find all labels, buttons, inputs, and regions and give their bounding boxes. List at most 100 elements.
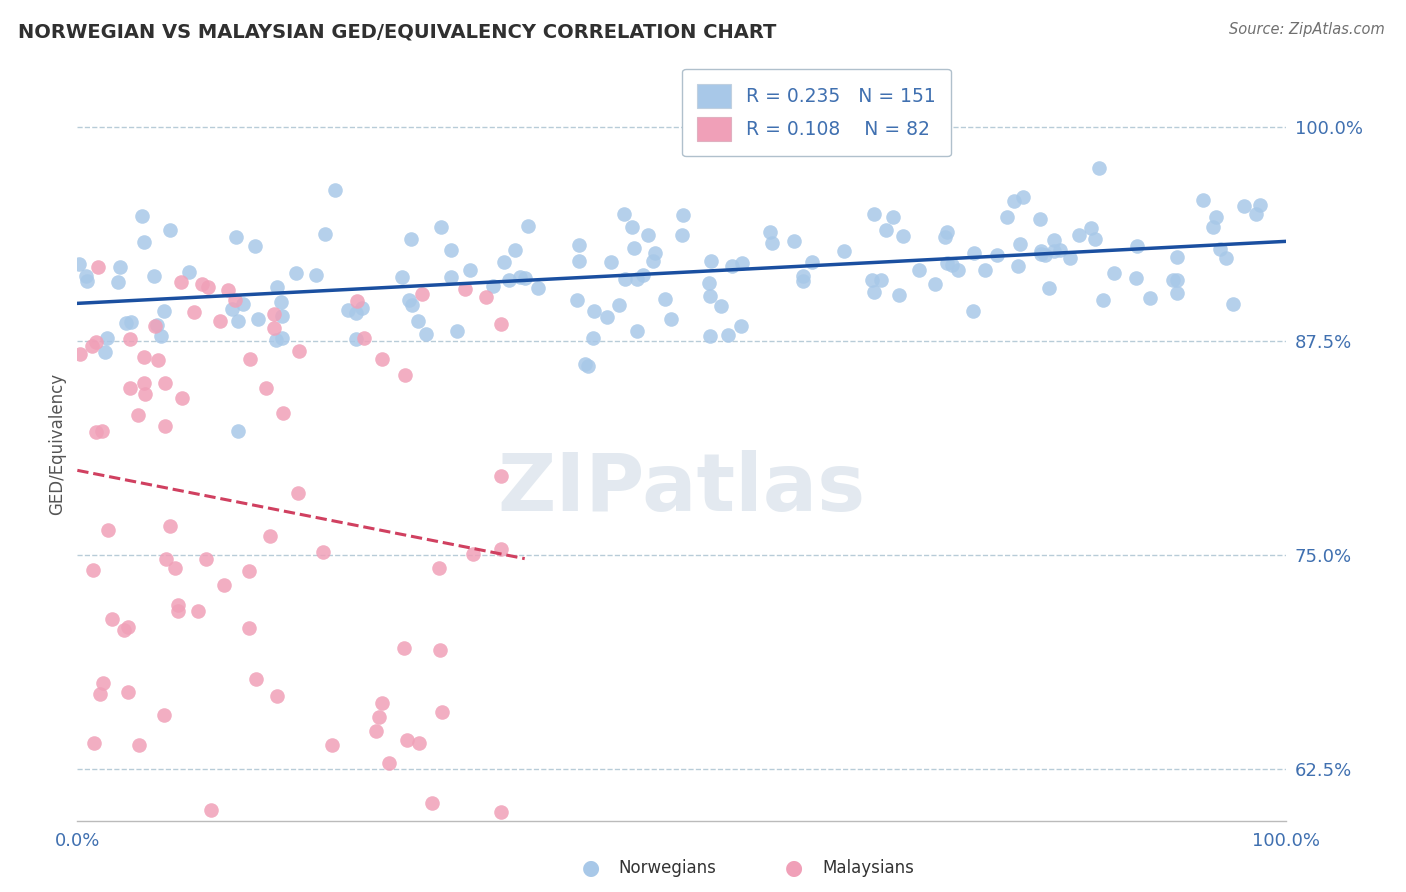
Point <box>325 183 347 197</box>
Point <box>391 270 413 285</box>
Point <box>1049 244 1071 258</box>
Point <box>1043 244 1066 258</box>
Point <box>270 310 292 324</box>
Point <box>226 424 249 438</box>
Point <box>155 551 177 566</box>
Point <box>1029 247 1052 261</box>
Point <box>440 269 463 284</box>
Point <box>863 285 886 300</box>
Point <box>190 277 212 291</box>
Point <box>394 368 416 382</box>
Point <box>312 545 335 559</box>
Point <box>710 299 733 313</box>
Point <box>792 268 814 283</box>
Point <box>870 273 893 287</box>
Point <box>101 612 124 626</box>
Point <box>398 293 420 307</box>
Point <box>177 265 200 279</box>
Point <box>568 238 591 252</box>
Point <box>1163 273 1185 287</box>
Point <box>238 621 260 635</box>
Legend: R = 0.235   N = 151, R = 0.108    N = 82: R = 0.235 N = 151, R = 0.108 N = 82 <box>682 69 950 156</box>
Point <box>366 724 388 739</box>
Point <box>76 274 98 288</box>
Point <box>623 240 645 254</box>
Point <box>1067 228 1090 243</box>
Point <box>527 281 550 295</box>
Point <box>973 262 995 277</box>
Point <box>637 227 659 242</box>
Point <box>489 805 512 819</box>
Point <box>516 219 538 233</box>
Point <box>107 275 129 289</box>
Point <box>83 736 105 750</box>
Point <box>1126 238 1149 252</box>
Point <box>146 353 169 368</box>
Point <box>995 210 1018 224</box>
Point <box>1249 198 1271 212</box>
Point <box>115 316 138 330</box>
Point <box>120 380 142 394</box>
Point <box>489 469 512 483</box>
Text: NORWEGIAN VS MALAYSIAN GED/EQUIVALENCY CORRELATION CHART: NORWEGIAN VS MALAYSIAN GED/EQUIVALENCY C… <box>18 22 776 41</box>
Point <box>613 207 636 221</box>
Point <box>440 243 463 257</box>
Point <box>1246 207 1268 221</box>
Point <box>266 334 288 348</box>
Point <box>415 327 437 342</box>
Point <box>120 315 142 329</box>
Point <box>183 305 205 319</box>
Point <box>1205 210 1227 224</box>
Point <box>228 314 250 328</box>
Point <box>247 312 270 326</box>
Point <box>1010 237 1032 252</box>
Point <box>699 329 721 343</box>
Point <box>271 331 294 345</box>
Point <box>221 301 243 316</box>
Point <box>672 208 695 222</box>
Point <box>82 563 104 577</box>
Point <box>128 738 150 752</box>
Point <box>170 391 193 405</box>
Point <box>582 331 605 345</box>
Point <box>200 803 222 817</box>
Point <box>699 289 721 303</box>
Point <box>401 298 423 312</box>
Point <box>259 529 281 543</box>
Point <box>654 292 676 306</box>
Point <box>266 690 288 704</box>
Point <box>263 321 285 335</box>
Point <box>346 294 368 309</box>
Point <box>1080 220 1102 235</box>
Point <box>697 276 720 290</box>
Point <box>986 248 1008 262</box>
Point <box>429 643 451 657</box>
Point <box>626 272 648 286</box>
Point <box>197 279 219 293</box>
Point <box>408 736 430 750</box>
Point <box>89 688 111 702</box>
Point <box>936 255 959 269</box>
Point <box>238 565 260 579</box>
Point <box>245 672 267 686</box>
Point <box>717 328 740 343</box>
Point <box>238 351 260 366</box>
Point <box>574 357 596 371</box>
Point <box>1029 211 1052 226</box>
Point <box>411 286 433 301</box>
Point <box>217 283 239 297</box>
Point <box>1033 248 1056 262</box>
Point <box>626 324 648 338</box>
Point <box>370 352 392 367</box>
Point <box>97 523 120 537</box>
Point <box>134 350 156 364</box>
Point <box>621 219 644 234</box>
Point <box>489 318 512 332</box>
Point <box>159 519 181 533</box>
Point <box>337 303 360 318</box>
Point <box>1166 273 1188 287</box>
Point <box>112 623 135 637</box>
Point <box>761 236 783 251</box>
Point <box>314 227 336 242</box>
Point <box>503 244 526 258</box>
